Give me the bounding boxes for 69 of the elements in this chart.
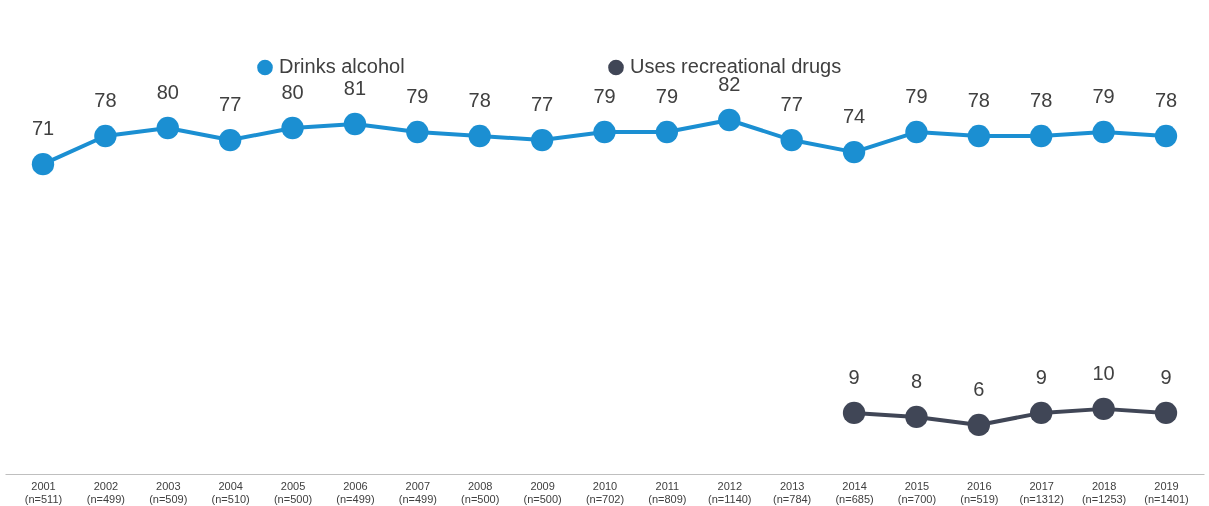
point <box>655 120 679 144</box>
point <box>281 116 304 140</box>
point <box>905 120 928 144</box>
point <box>1092 397 1115 421</box>
x-tick-label: 2002 (n=499) <box>86 479 126 505</box>
x-tick-label: 2016 (n=519) <box>960 479 999 505</box>
x-tick-label: 2003 (n=509) <box>149 479 188 505</box>
point <box>31 152 55 176</box>
x-tick-label: 2015 (n=700) <box>897 479 937 505</box>
point <box>1030 401 1053 425</box>
point <box>593 120 616 144</box>
point <box>530 128 554 152</box>
data-label: 78 <box>468 89 491 112</box>
data-label: 71 <box>31 117 55 140</box>
x-tick-label: 2013 (n=784) <box>773 479 812 505</box>
x-tick-label: 2005 (n=500) <box>273 479 313 505</box>
point <box>967 124 991 148</box>
data-label: 78 <box>1154 89 1178 112</box>
x-tick-label: 2009 (n=500) <box>523 479 562 505</box>
data-label: 79 <box>905 85 928 108</box>
point <box>1092 120 1115 144</box>
x-tick-label: 2018 (n=1253) <box>1081 479 1127 505</box>
data-label: 74 <box>842 105 866 128</box>
point <box>156 116 179 140</box>
x-tick-label: 2011 (n=809) <box>648 479 687 505</box>
x-tick-label: 2014 (n=685) <box>835 479 874 505</box>
x-tick-label: 2006 (n=499) <box>336 479 375 505</box>
point <box>406 120 429 144</box>
data-label: 6 <box>973 377 985 400</box>
point <box>343 112 367 136</box>
point <box>218 128 242 152</box>
data-label: 8 <box>910 369 923 392</box>
data-label: 78 <box>1030 89 1053 112</box>
point <box>1154 401 1178 425</box>
x-tick-label: 2019 (n=1401) <box>1144 479 1189 505</box>
data-label: 79 <box>1092 85 1115 108</box>
data-label: 80 <box>281 81 304 104</box>
point <box>1154 124 1178 148</box>
point <box>780 128 803 152</box>
point <box>842 140 866 164</box>
x-tick-label: 2012 (n=1140) <box>708 479 752 505</box>
data-label: 9 <box>848 365 860 388</box>
data-label: 80 <box>156 81 179 104</box>
data-label: 78 <box>967 89 990 112</box>
data-label: 77 <box>780 93 803 116</box>
x-tick-label: 2004 (n=510) <box>211 479 250 505</box>
point <box>468 124 491 148</box>
x-tick-label: 2017 (n=1312) <box>1019 479 1064 505</box>
data-label: 81 <box>343 77 367 100</box>
point <box>1030 124 1053 148</box>
point <box>905 405 928 429</box>
x-tick-label: 2008 (n=500) <box>461 479 500 505</box>
data-label: 78 <box>94 89 117 112</box>
point <box>94 124 117 148</box>
point <box>718 108 741 132</box>
x-tick-label: 2010 (n=702) <box>585 479 625 505</box>
data-label: 77 <box>530 93 554 116</box>
point <box>842 401 866 425</box>
data-label: 79 <box>655 85 679 108</box>
point <box>967 413 991 437</box>
data-label: 77 <box>219 93 242 116</box>
x-tick-label: 2001 (n=511) <box>24 479 63 505</box>
legend-label: Drinks alcohol <box>279 55 405 78</box>
data-label: 79 <box>406 85 429 108</box>
data-label: 9 <box>1160 365 1172 388</box>
data-label: 79 <box>593 85 616 108</box>
data-label: 10 <box>1092 361 1115 384</box>
data-label: 9 <box>1035 365 1047 388</box>
x-tick-label: 2007 (n=499) <box>398 479 437 505</box>
